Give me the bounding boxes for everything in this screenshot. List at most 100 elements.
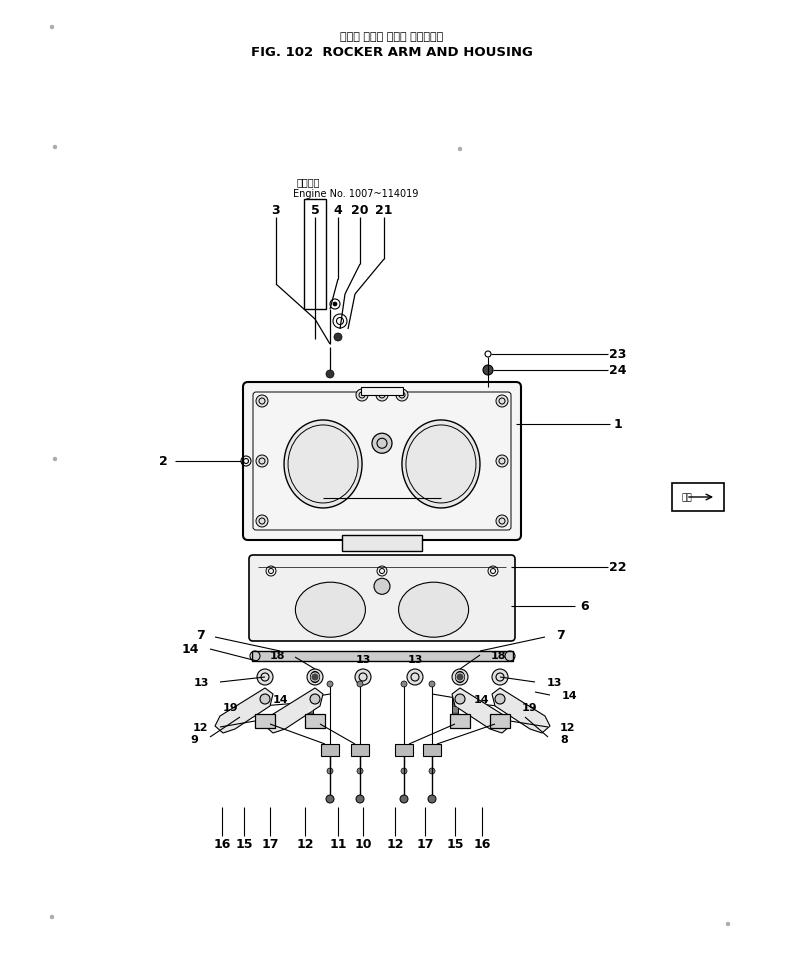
Bar	[450, 714, 470, 729]
Circle shape	[356, 389, 368, 402]
Ellipse shape	[295, 583, 365, 638]
Text: 23: 23	[609, 348, 626, 361]
Circle shape	[458, 148, 462, 152]
Text: 13: 13	[356, 654, 371, 664]
Text: Engine No. 1007~114019: Engine No. 1007~114019	[293, 189, 418, 199]
Text: 12: 12	[192, 723, 208, 733]
FancyBboxPatch shape	[243, 382, 521, 541]
Bar	[452, 697, 458, 719]
Bar	[490, 714, 510, 729]
Circle shape	[256, 456, 268, 467]
Text: 14: 14	[272, 694, 288, 704]
Circle shape	[327, 682, 333, 688]
Text: 15: 15	[446, 837, 464, 851]
Text: 6: 6	[581, 600, 590, 612]
Circle shape	[401, 682, 407, 688]
Circle shape	[53, 458, 57, 462]
Circle shape	[496, 395, 508, 408]
Ellipse shape	[284, 421, 362, 509]
Circle shape	[357, 768, 363, 775]
Text: 3: 3	[272, 204, 280, 217]
Text: 17: 17	[261, 837, 279, 851]
Circle shape	[260, 694, 270, 704]
Text: 4: 4	[334, 204, 342, 217]
Text: 13: 13	[194, 678, 209, 688]
Text: 11: 11	[329, 837, 347, 851]
Polygon shape	[265, 689, 323, 734]
Circle shape	[455, 694, 465, 704]
Circle shape	[326, 371, 334, 378]
Text: ロッカ アーム および ハウジング: ロッカ アーム および ハウジング	[341, 32, 444, 42]
Text: FIG. 102  ROCKER ARM AND HOUSING: FIG. 102 ROCKER ARM AND HOUSING	[251, 45, 533, 59]
Text: 19: 19	[222, 702, 238, 712]
Text: 14: 14	[562, 690, 578, 700]
Circle shape	[256, 515, 268, 527]
Text: 14: 14	[181, 643, 199, 656]
Circle shape	[327, 768, 333, 775]
Polygon shape	[452, 689, 510, 734]
Circle shape	[400, 795, 408, 803]
Circle shape	[496, 456, 508, 467]
Text: 20: 20	[351, 204, 369, 217]
Circle shape	[257, 669, 273, 686]
Text: 5: 5	[311, 204, 319, 217]
Text: 21: 21	[375, 204, 392, 217]
Text: 19: 19	[522, 702, 538, 712]
Circle shape	[429, 768, 435, 775]
Circle shape	[50, 26, 54, 30]
Text: 22: 22	[609, 561, 626, 574]
Text: 8: 8	[560, 734, 568, 744]
Text: 12: 12	[296, 837, 314, 851]
Text: 7: 7	[556, 629, 564, 642]
FancyBboxPatch shape	[249, 556, 515, 642]
Text: 18: 18	[491, 650, 506, 660]
Bar	[360, 387, 403, 395]
Text: 13: 13	[407, 654, 422, 664]
Text: 16: 16	[473, 837, 491, 851]
Ellipse shape	[311, 672, 319, 683]
Text: 7: 7	[196, 629, 205, 642]
Text: 12: 12	[386, 837, 403, 851]
Ellipse shape	[399, 583, 469, 638]
Bar	[305, 714, 325, 729]
Circle shape	[396, 389, 408, 402]
Text: |||: |||	[307, 705, 313, 711]
Circle shape	[326, 795, 334, 803]
Text: 17: 17	[416, 837, 434, 851]
Bar	[307, 697, 313, 719]
Circle shape	[429, 682, 435, 688]
Text: 適用序號: 適用序號	[297, 177, 320, 187]
Bar	[255, 714, 275, 729]
Text: 後方: 後方	[681, 493, 692, 502]
Bar	[304, 200, 326, 310]
Text: 9: 9	[190, 734, 198, 744]
Ellipse shape	[402, 421, 480, 509]
Circle shape	[496, 515, 508, 527]
Circle shape	[256, 395, 268, 408]
Circle shape	[334, 333, 342, 341]
Circle shape	[376, 389, 388, 402]
Circle shape	[726, 922, 730, 926]
Circle shape	[495, 694, 505, 704]
Ellipse shape	[455, 672, 465, 683]
Circle shape	[50, 915, 54, 919]
Circle shape	[374, 579, 390, 595]
Circle shape	[356, 795, 364, 803]
Circle shape	[357, 682, 363, 688]
Bar	[351, 744, 369, 756]
Text: 10: 10	[354, 837, 372, 851]
Circle shape	[452, 669, 468, 686]
Text: 18: 18	[269, 650, 285, 660]
Circle shape	[492, 669, 508, 686]
Text: 13: 13	[547, 678, 562, 688]
Bar	[252, 651, 513, 661]
Bar	[395, 744, 413, 756]
Text: 15: 15	[236, 837, 253, 851]
Text: 12: 12	[560, 723, 575, 733]
Circle shape	[407, 669, 423, 686]
Circle shape	[310, 694, 320, 704]
Circle shape	[307, 669, 323, 686]
Text: 14: 14	[474, 694, 490, 704]
Text: 1: 1	[614, 418, 623, 431]
Circle shape	[401, 768, 407, 775]
